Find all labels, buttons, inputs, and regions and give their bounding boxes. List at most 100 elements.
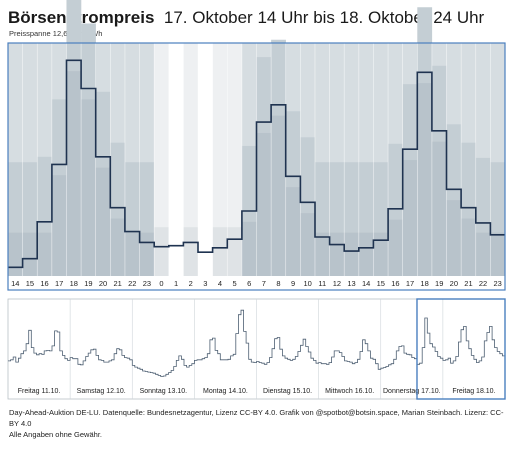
footer-disclaimer: Alle Angaben ohne Gewähr.	[9, 430, 102, 439]
day-label: Freitag 18.10.	[452, 388, 495, 395]
x-tick-label: 0	[159, 279, 163, 288]
x-tick-label: 18	[70, 279, 78, 288]
hour-column	[22, 43, 38, 276]
x-tick-label: 14	[11, 279, 19, 288]
column-band-dark	[271, 115, 286, 276]
column-band-dark	[300, 213, 316, 276]
column-band-dark	[314, 232, 330, 276]
x-tick-label: 23	[494, 279, 502, 288]
x-tick-label: 19	[435, 279, 443, 288]
hour-column	[124, 43, 140, 276]
column-band-white	[168, 43, 184, 276]
hour-column	[212, 43, 228, 276]
column-band-dark	[81, 99, 96, 276]
column-band-mid	[154, 227, 169, 276]
column-band-dark	[256, 132, 272, 276]
selection-window	[416, 298, 506, 400]
column-band-dark	[417, 83, 433, 276]
x-tick-label: 2	[189, 279, 193, 288]
column-band-dark	[344, 232, 360, 276]
footer-source: Day-Ahead-Auktion DE-LU. Datenquelle: Bu…	[9, 408, 504, 428]
column-band-dark	[51, 175, 67, 276]
hour-column	[387, 43, 403, 276]
column-band-dark	[124, 232, 140, 276]
column-band-dark	[358, 232, 374, 276]
column-band-dark	[66, 71, 82, 276]
column-band-dark	[329, 232, 345, 276]
x-tick-label: 22	[479, 279, 487, 288]
column-band-dark	[37, 232, 53, 276]
x-tick-label: 22	[128, 279, 136, 288]
x-tick-label: 16	[40, 279, 48, 288]
hour-column	[490, 43, 506, 276]
hour-column	[80, 23, 96, 276]
column-band-dark	[22, 232, 38, 276]
x-tick-label: 4	[218, 279, 222, 288]
hour-column	[183, 43, 199, 276]
x-tick-label: 21	[113, 279, 121, 288]
column-band-dark	[446, 200, 462, 276]
chart-frame	[7, 42, 506, 291]
hour-column	[314, 43, 330, 276]
column-band-white	[198, 43, 213, 276]
x-tick-label: 20	[99, 279, 107, 288]
column-band-light	[183, 43, 199, 276]
hour-column	[36, 43, 53, 276]
x-tick-label: 5	[232, 279, 236, 288]
hour-column	[153, 43, 169, 276]
hour-column	[475, 43, 491, 276]
x-tick-label: 18	[420, 279, 428, 288]
x-tick-label: 17	[406, 279, 414, 288]
column-band-dark	[8, 232, 23, 276]
x-tick-label: 6	[247, 279, 251, 288]
hour-column	[460, 43, 476, 276]
column-band-dark	[241, 221, 257, 276]
hour-column	[139, 43, 155, 276]
day-label: Mittwoch 16.10.	[325, 388, 374, 395]
column-band-dark	[402, 160, 418, 276]
footer: Day-Ahead-Auktion DE-LU. Datenquelle: Bu…	[9, 407, 509, 440]
x-tick-label: 19	[84, 279, 92, 288]
day-label: Freitag 11.10.	[18, 388, 61, 395]
x-tick-label: 23	[143, 279, 151, 288]
hour-column	[95, 43, 111, 276]
x-tick-label: 7	[262, 279, 266, 288]
hour-column	[66, 0, 82, 276]
hour-column	[416, 7, 433, 276]
day-label: Donnerstag 17.10.	[383, 388, 441, 395]
hour-column	[343, 43, 360, 276]
x-tick-label: 3	[203, 279, 207, 288]
column-band-mid	[212, 227, 228, 276]
x-tick-label: 8	[276, 279, 280, 288]
day-label: Dienstag 15.10.	[263, 388, 312, 395]
hour-column	[446, 43, 462, 276]
x-tick-label: 16	[391, 279, 399, 288]
day-label: Montag 14.10.	[203, 388, 248, 395]
title-range: 17. Oktober 14 Uhr bis 18. Oktober 24 Uh…	[163, 8, 485, 27]
x-tick-label: 12	[333, 279, 341, 288]
hour-column	[402, 43, 418, 276]
overview-line	[8, 309, 505, 377]
column-band-light	[227, 43, 243, 276]
price-line	[8, 59, 505, 269]
x-tick-label: 1	[174, 279, 178, 288]
column-band-dark	[285, 187, 301, 276]
day-label: Samstag 12.10.	[77, 388, 126, 395]
hour-column	[300, 43, 316, 276]
column-band-dark	[95, 167, 111, 276]
hour-column	[373, 43, 389, 276]
hour-column	[431, 43, 447, 276]
x-tick-label: 15	[377, 279, 385, 288]
column-band-dark	[431, 141, 447, 276]
hour-column	[285, 43, 301, 277]
x-tick-label: 13	[347, 279, 355, 288]
column-band-dark	[490, 232, 506, 276]
hour-column	[168, 43, 184, 276]
hour-column	[7, 43, 23, 276]
x-tick-label: 15	[26, 279, 34, 288]
column-band-light	[212, 43, 228, 276]
hour-column	[197, 43, 213, 276]
column-band-dark	[388, 219, 403, 276]
